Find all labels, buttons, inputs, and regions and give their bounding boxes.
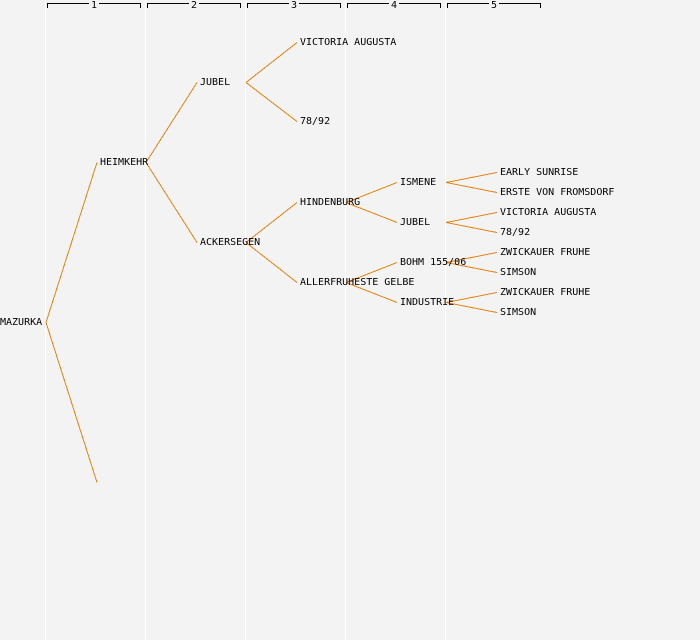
- pedigree-edge: [345, 202, 398, 223]
- pedigree-edge: [445, 222, 498, 233]
- pedigree-edge: [345, 262, 398, 283]
- pedigree-edge: [345, 282, 398, 303]
- pedigree-edge: [445, 212, 498, 223]
- pedigree-edge: [245, 202, 298, 243]
- pedigree-edge: [145, 162, 198, 243]
- pedigree-edge: [445, 172, 498, 183]
- pedigree-edge: [445, 292, 498, 303]
- pedigree-edge: [345, 182, 398, 203]
- pedigree-edge: [45, 322, 98, 483]
- pedigree-edge: [245, 42, 298, 83]
- pedigree-edge: [45, 162, 98, 323]
- pedigree-edge: [445, 262, 498, 273]
- pedigree-edge: [245, 82, 298, 122]
- pedigree-edge: [445, 302, 498, 313]
- pedigree-edge: [145, 82, 198, 163]
- pedigree-edge: [445, 182, 498, 193]
- pedigree-edge: [245, 242, 298, 283]
- pedigree-edge: [445, 252, 498, 263]
